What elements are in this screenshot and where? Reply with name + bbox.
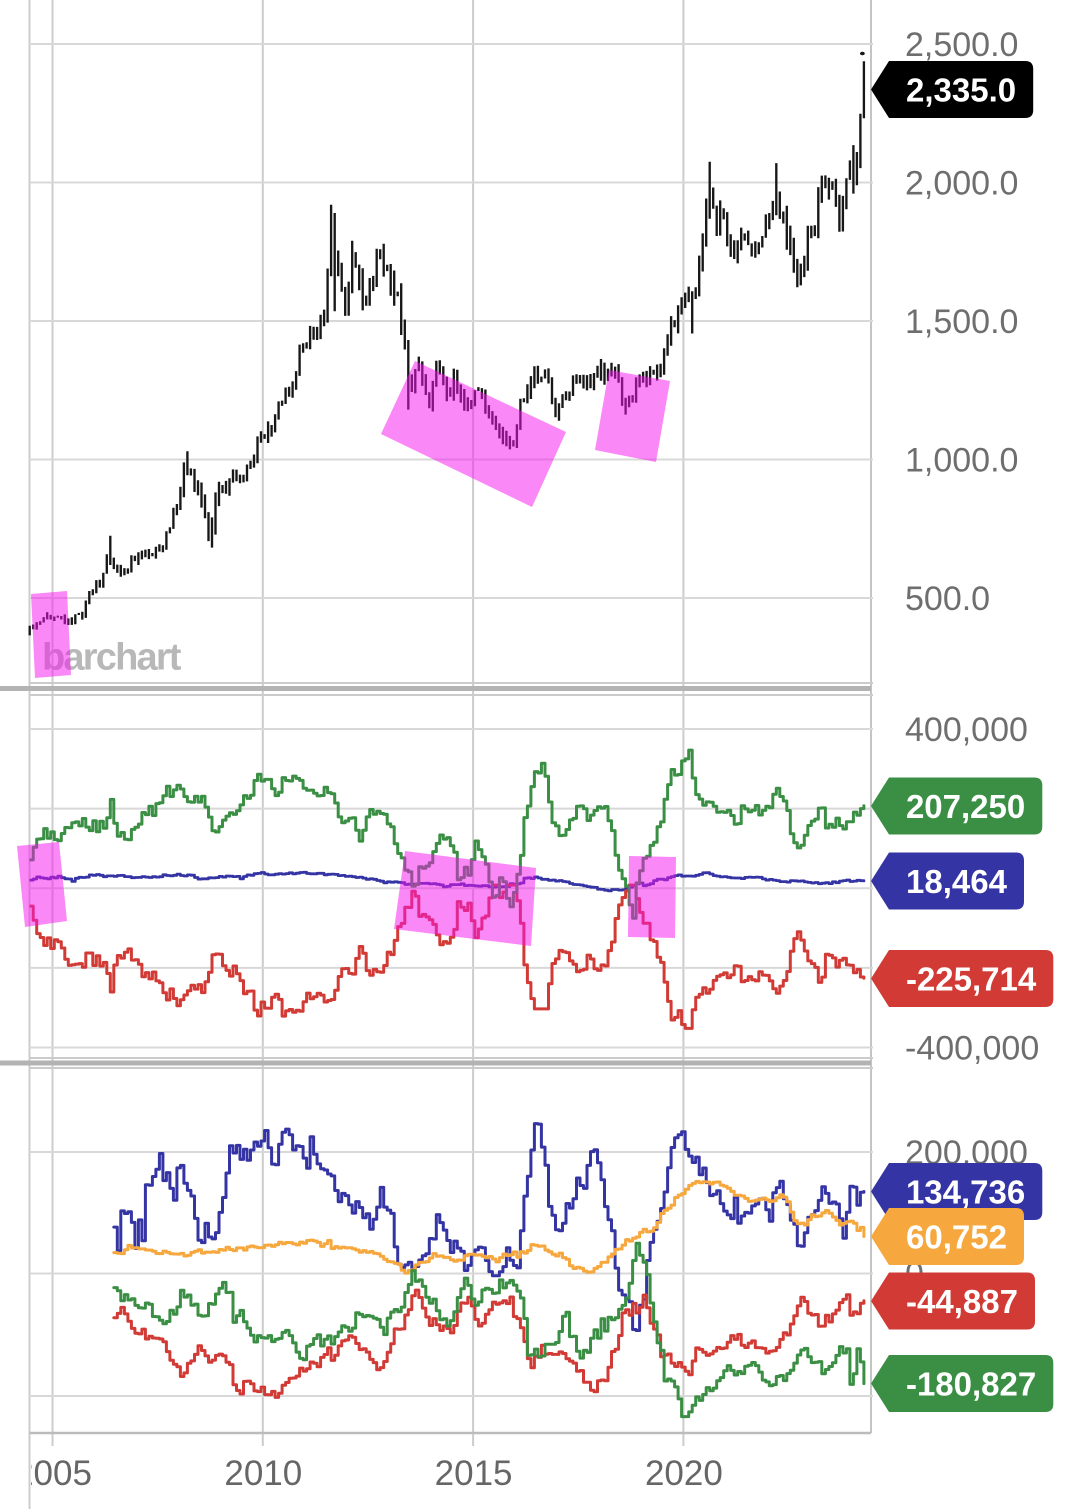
svg-text:2,000.0: 2,000.0 [905,165,1018,203]
svg-text:-180,827: -180,827 [906,1366,1036,1403]
svg-text:1,000.0: 1,000.0 [905,442,1018,480]
svg-text:2010: 2010 [224,1454,302,1493]
svg-text:1,500.0: 1,500.0 [905,303,1018,341]
svg-text:500.0: 500.0 [905,580,990,618]
svg-text:18,464: 18,464 [906,863,1008,900]
svg-text:134,736: 134,736 [906,1174,1025,1211]
svg-text:2005: 2005 [14,1454,92,1493]
svg-text:400,000: 400,000 [905,711,1028,749]
svg-text:60,752: 60,752 [906,1219,1007,1256]
svg-text:2020: 2020 [645,1454,723,1493]
svg-text:-44,887: -44,887 [906,1283,1018,1320]
svg-text:-225,714: -225,714 [906,961,1037,998]
svg-text:2,335.0: 2,335.0 [906,72,1016,109]
svg-text:-400,000: -400,000 [905,1030,1039,1068]
svg-text:207,250: 207,250 [906,788,1025,825]
svg-text:2,500.0: 2,500.0 [905,26,1018,64]
svg-text:2015: 2015 [435,1454,513,1493]
